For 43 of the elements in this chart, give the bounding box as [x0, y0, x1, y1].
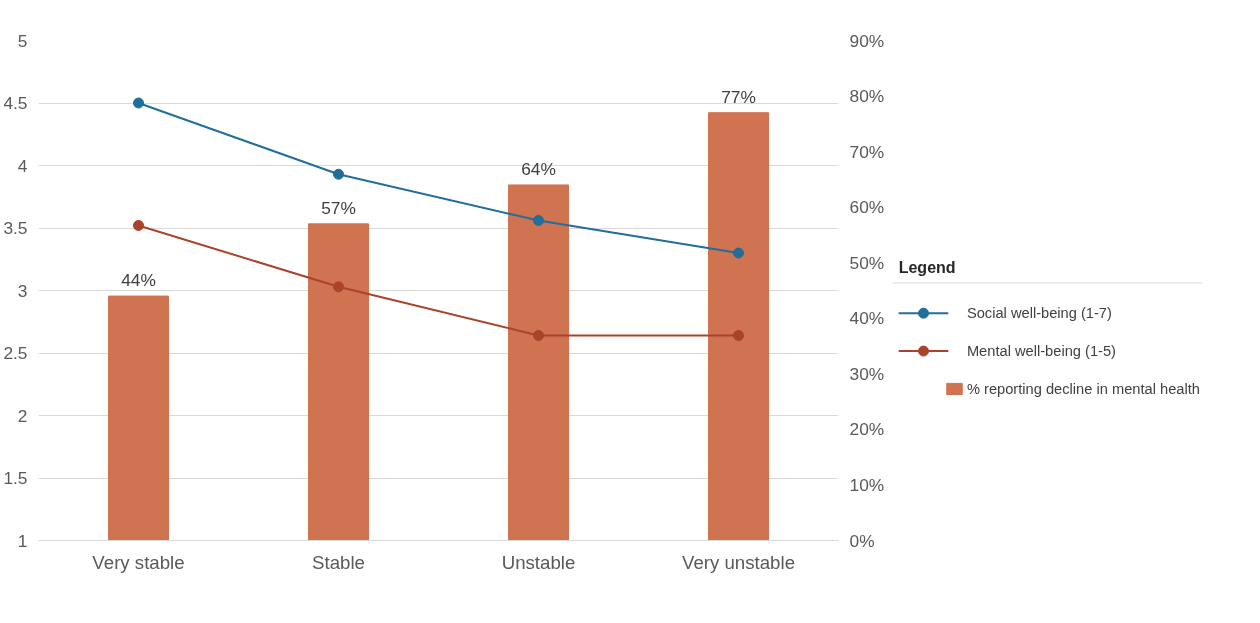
y2-tick-label: 60% — [849, 197, 885, 218]
bar — [708, 112, 769, 541]
y2-tick-label: 20% — [849, 419, 885, 440]
bar — [508, 184, 569, 541]
legend-label: % reporting decline in mental health — [966, 380, 1200, 397]
data-label: 64% — [521, 158, 556, 179]
bar — [308, 223, 369, 541]
x-tick-label: Unstable — [501, 551, 576, 573]
data-label: 44% — [121, 270, 156, 291]
y-tick-label: 1.5 — [3, 468, 28, 488]
y2-tick-label: 70% — [849, 141, 885, 162]
x-tick-label: Very stable — [92, 551, 185, 573]
y2-tick-label: 10% — [849, 474, 885, 495]
point — [533, 330, 544, 341]
x-tick-label: Stable — [312, 551, 365, 573]
bar — [108, 295, 169, 541]
legend-label: Mental well-being (1-5) — [966, 343, 1116, 360]
y2-tick-label: 30% — [849, 363, 885, 384]
legend-label: Social well-being (1-7) — [966, 305, 1112, 322]
point — [733, 247, 744, 259]
y-tick-label: 1 — [17, 530, 28, 551]
legend-title: Legend — [898, 259, 956, 277]
y2-tick-label: 90% — [849, 30, 885, 51]
y2-tick-label: 80% — [849, 86, 885, 107]
y2-tick-label: 0% — [849, 530, 875, 551]
y-tick-label: 5 — [17, 30, 28, 51]
y2-tick-label: 50% — [849, 252, 885, 273]
point — [733, 330, 744, 341]
point — [333, 281, 344, 293]
point — [133, 220, 144, 231]
x-tick-label: Very unstable — [681, 551, 796, 573]
data-label: 77% — [721, 86, 756, 107]
point — [333, 168, 344, 180]
point — [533, 215, 544, 226]
y-tick-label: 3 — [17, 280, 28, 301]
y-tick-label: 4 — [17, 155, 28, 176]
y-tick-label: 2 — [17, 405, 28, 426]
y-tick-label: 2.5 — [3, 343, 28, 363]
y-tick-label: 4.5 — [3, 93, 28, 113]
point — [133, 97, 144, 109]
y-tick-label: 3.5 — [3, 218, 28, 238]
y2-tick-label: 40% — [849, 308, 885, 329]
data-label: 57% — [321, 197, 356, 218]
